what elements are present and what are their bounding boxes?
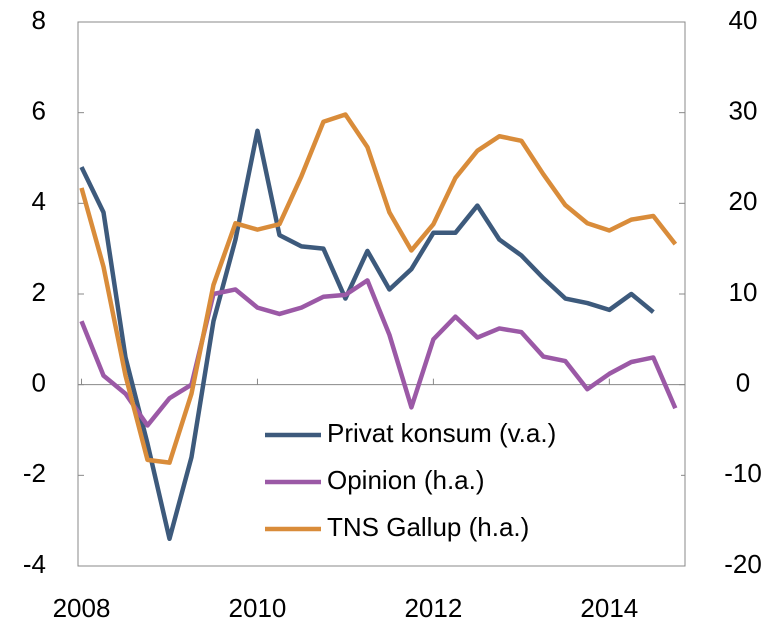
x-tick-label: 2012 — [404, 593, 462, 623]
y-tick-label: 8 — [32, 5, 46, 35]
y-tick-label: 4 — [32, 186, 46, 216]
y-tick-label: 6 — [32, 96, 46, 126]
y-tick-label: -2 — [23, 458, 46, 488]
x-tick-label: 2014 — [580, 593, 638, 623]
legend-label: Privat konsum (v.a.) — [327, 418, 556, 448]
y2-tick-label: -10 — [724, 458, 762, 488]
y-tick-label: 0 — [32, 368, 46, 398]
x-tick-label: 2010 — [229, 593, 287, 623]
y2-tick-label: 20 — [729, 186, 758, 216]
y2-tick-label: 30 — [729, 96, 758, 126]
legend-bg — [261, 508, 681, 552]
series-line — [79, 128, 655, 542]
y2-tick-label: -20 — [724, 549, 762, 579]
series-line — [79, 278, 678, 428]
y2-tick-label: 40 — [729, 5, 758, 35]
legend-bg — [261, 414, 681, 458]
y-tick-label: 2 — [32, 277, 46, 307]
legend-label: TNS Gallup (h.a.) — [327, 512, 529, 542]
series-line — [79, 112, 678, 465]
x-tick-label: 2008 — [53, 593, 111, 623]
y2-tick-label: 10 — [729, 277, 758, 307]
legend-bg — [261, 461, 681, 505]
legend-label: Opinion (h.a.) — [327, 465, 485, 495]
y2-tick-label: 0 — [736, 368, 750, 398]
y-tick-label: -4 — [23, 549, 46, 579]
